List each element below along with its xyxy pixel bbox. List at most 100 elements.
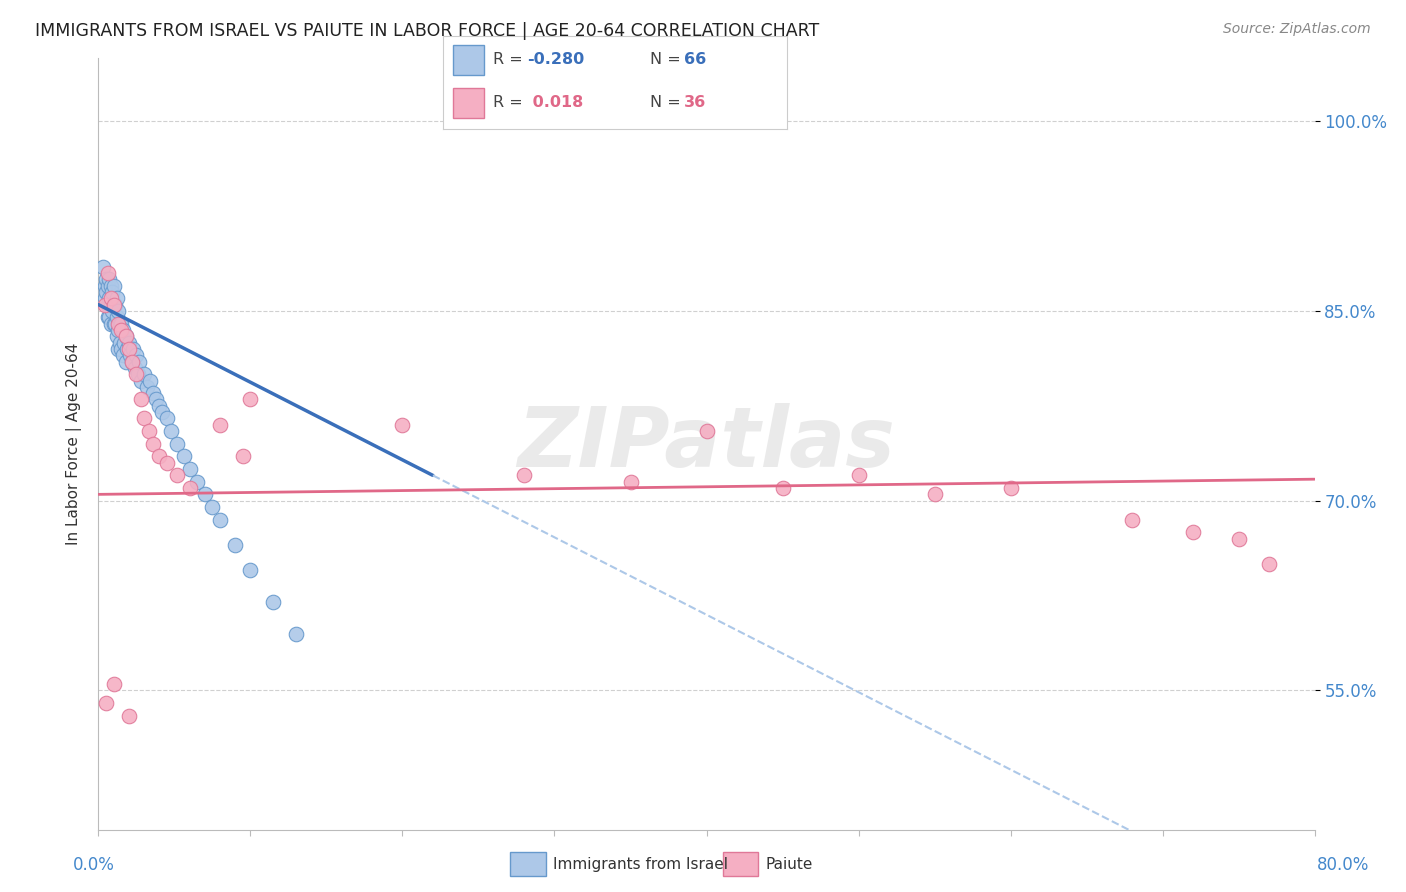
Point [114,329,136,343]
Point [110,323,132,337]
Point [224,538,246,552]
Point [129,374,152,388]
Point [98,310,121,325]
Point [110,342,132,356]
Point [848,468,870,483]
Point [1258,557,1281,571]
Point [160,424,183,438]
Text: -0.280: -0.280 [527,52,585,67]
Text: Immigrants from Israel: Immigrants from Israel [554,857,728,871]
Point [100,317,122,331]
Point [101,304,124,318]
Point [1227,532,1250,546]
Point [96,266,118,280]
Point [142,386,165,401]
Point [125,348,148,362]
Point [391,417,413,432]
Text: N =: N = [650,95,686,110]
Point [98,272,121,286]
Point [139,374,162,388]
Point [103,677,125,691]
Point [104,317,127,331]
Point [166,468,188,483]
Point [103,298,125,312]
Text: 0.0%: 0.0% [73,856,115,874]
Point [96,310,118,325]
Point [129,392,152,407]
Point [94,272,117,286]
Point [696,424,718,438]
Text: 36: 36 [685,95,706,110]
Text: N =: N = [650,52,686,67]
Point [94,285,117,299]
Point [107,304,129,318]
Point [619,475,641,489]
Point [120,348,142,362]
Point [150,405,173,419]
Point [239,392,262,407]
Point [179,481,201,495]
Point [110,317,132,331]
Point [118,335,141,350]
Point [98,291,121,305]
Point [112,335,135,350]
Point [924,487,946,501]
Point [118,342,141,356]
Point [194,487,217,501]
Text: R =: R = [494,95,527,110]
Point [209,417,232,432]
Point [100,291,122,305]
FancyBboxPatch shape [723,853,758,876]
Point [285,626,308,640]
Point [100,278,122,293]
Point [103,298,125,312]
Point [173,450,195,464]
Text: IMMIGRANTS FROM ISRAEL VS PAIUTE IN LABOR FORCE | AGE 20-64 CORRELATION CHART: IMMIGRANTS FROM ISRAEL VS PAIUTE IN LABO… [35,22,820,40]
Point [179,462,201,476]
Point [107,342,129,356]
Point [108,335,131,350]
Point [166,436,188,450]
Point [201,500,224,514]
FancyBboxPatch shape [453,45,484,75]
Point [118,708,141,723]
Point [114,329,136,343]
Point [148,399,170,413]
Point [513,468,536,483]
Point [107,323,129,337]
Point [122,342,145,356]
Text: Source: ZipAtlas.com: Source: ZipAtlas.com [1223,22,1371,37]
Point [105,291,128,305]
Point [186,475,208,489]
Point [138,424,160,438]
Point [114,354,136,368]
Point [91,260,114,274]
Y-axis label: In Labor Force | Age 20-64: In Labor Force | Age 20-64 [66,343,82,545]
Point [105,329,128,343]
Point [96,278,118,293]
Point [101,285,124,299]
Point [121,354,143,368]
Point [128,354,150,368]
Point [103,278,125,293]
Point [124,360,146,375]
Point [121,354,143,368]
Text: ZIPatlas: ZIPatlas [517,403,896,484]
Point [239,563,262,577]
Point [148,450,170,464]
Point [100,298,122,312]
Text: 80.0%: 80.0% [1316,856,1369,874]
Text: Paiute: Paiute [766,857,813,871]
Point [93,278,115,293]
Point [132,368,155,382]
Point [96,298,118,312]
Text: 0.018: 0.018 [527,95,583,110]
Point [262,595,284,609]
Point [136,380,159,394]
Point [132,411,155,425]
Point [127,368,149,382]
Point [156,411,179,425]
FancyBboxPatch shape [510,853,546,876]
Point [232,450,254,464]
Point [1182,525,1205,540]
